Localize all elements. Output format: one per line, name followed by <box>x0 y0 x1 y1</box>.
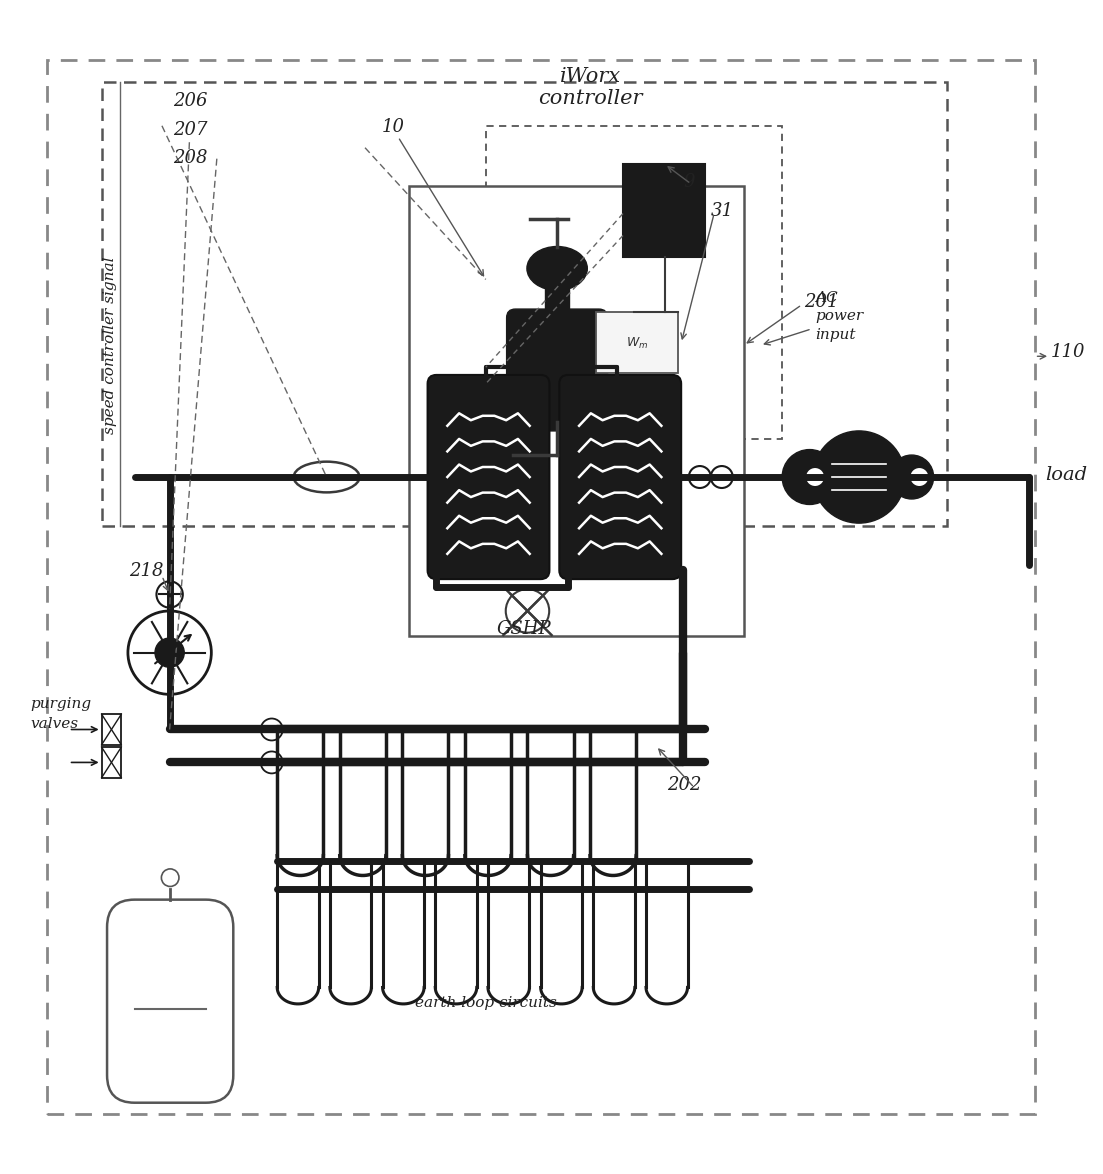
Text: 207: 207 <box>173 121 207 139</box>
FancyArrow shape <box>545 285 569 318</box>
Text: purging: purging <box>30 696 92 710</box>
Text: $W_{m}$: $W_{m}$ <box>625 336 647 351</box>
Text: speed controller signal: speed controller signal <box>104 257 117 434</box>
Circle shape <box>157 581 183 608</box>
Polygon shape <box>101 714 121 745</box>
Text: 31: 31 <box>710 202 733 220</box>
Circle shape <box>710 466 732 488</box>
Text: 110: 110 <box>1051 343 1085 360</box>
Ellipse shape <box>527 247 587 291</box>
Circle shape <box>260 751 282 774</box>
Text: 202: 202 <box>666 776 702 794</box>
Circle shape <box>805 467 825 487</box>
Text: 201: 201 <box>804 294 838 311</box>
FancyBboxPatch shape <box>559 376 681 579</box>
Text: earth loop circuits: earth loop circuits <box>415 996 557 1010</box>
Text: 10: 10 <box>382 117 405 136</box>
Bar <box>409 187 743 636</box>
Text: 9: 9 <box>683 173 695 190</box>
Text: GSHP: GSHP <box>496 620 552 639</box>
Circle shape <box>128 612 212 695</box>
FancyBboxPatch shape <box>506 310 608 431</box>
Text: controller: controller <box>537 89 642 108</box>
Circle shape <box>813 431 904 524</box>
FancyBboxPatch shape <box>428 376 549 579</box>
Ellipse shape <box>293 461 360 493</box>
Bar <box>623 164 705 258</box>
Bar <box>596 312 677 373</box>
Text: 206: 206 <box>173 93 207 110</box>
Text: input: input <box>815 328 856 342</box>
Text: AC: AC <box>815 291 837 305</box>
Text: valves: valves <box>30 716 78 730</box>
Circle shape <box>782 450 837 505</box>
Circle shape <box>505 589 549 633</box>
Circle shape <box>889 456 933 499</box>
Polygon shape <box>101 747 121 778</box>
Circle shape <box>260 718 282 741</box>
Circle shape <box>161 869 179 886</box>
Text: load: load <box>1046 465 1088 484</box>
Text: iWorx: iWorx <box>559 67 621 86</box>
Bar <box>101 82 946 527</box>
Bar <box>485 126 782 439</box>
Circle shape <box>909 467 929 487</box>
Circle shape <box>688 466 710 488</box>
FancyBboxPatch shape <box>107 899 233 1102</box>
Text: 208: 208 <box>173 149 207 168</box>
Circle shape <box>156 639 184 668</box>
Text: 218: 218 <box>129 562 163 580</box>
Text: power: power <box>815 310 863 323</box>
